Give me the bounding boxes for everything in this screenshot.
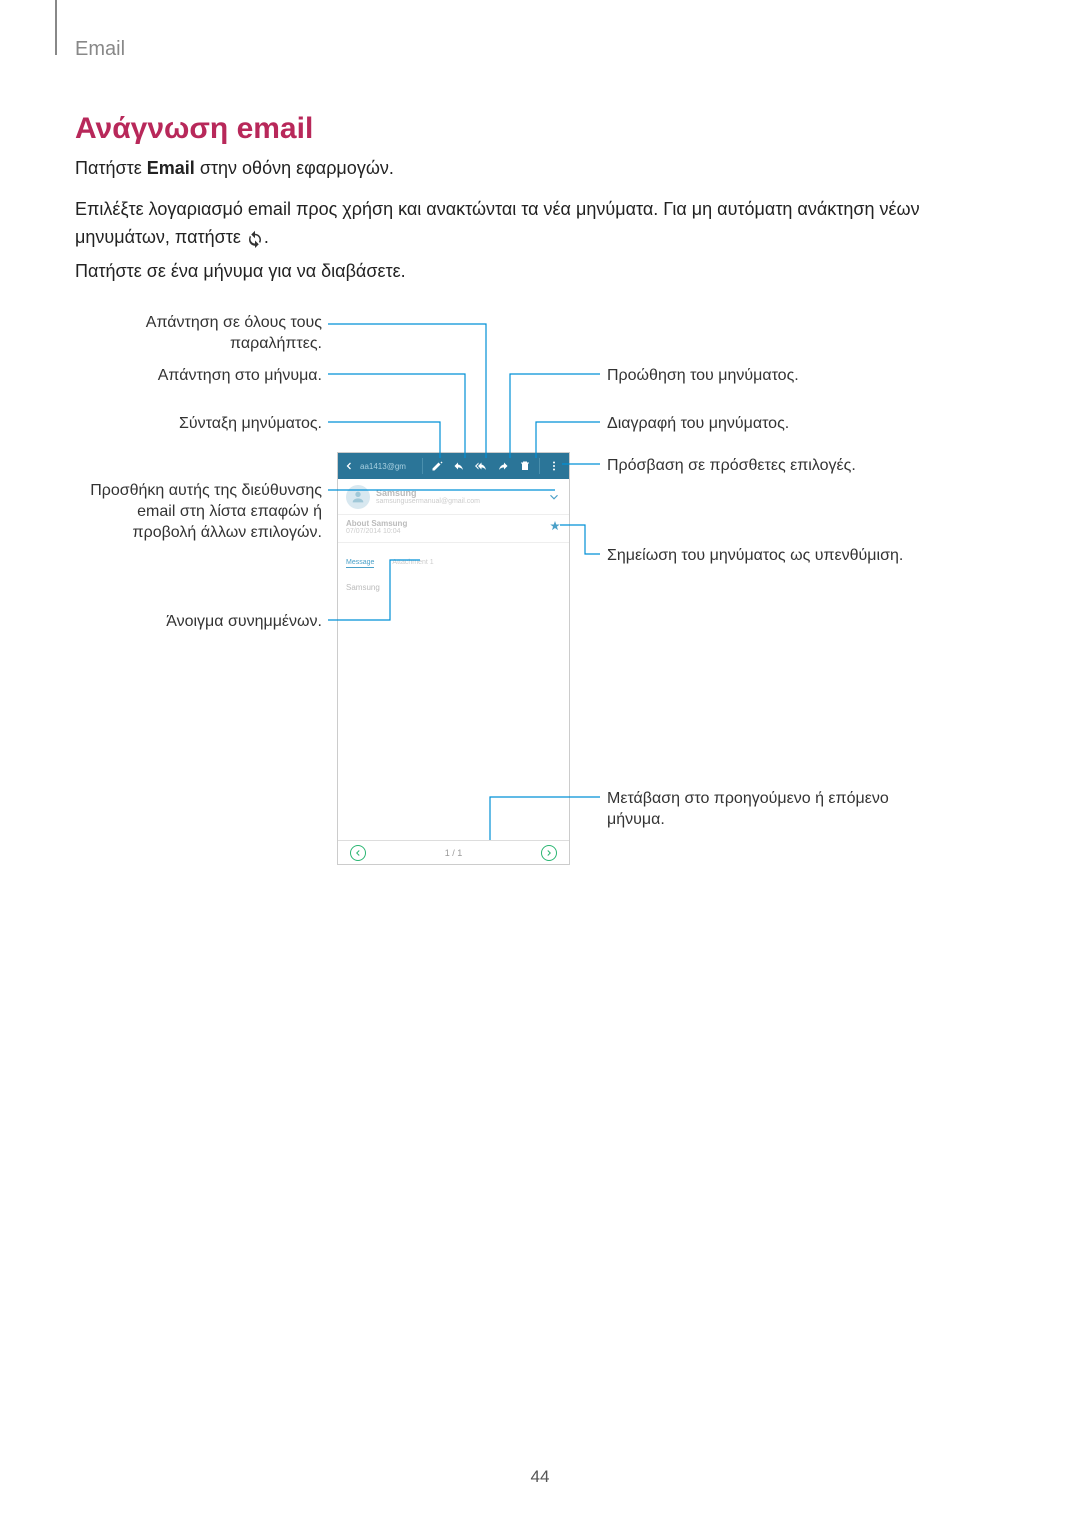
separator — [422, 458, 423, 474]
callout-reply-all: Απάντηση σε όλους τους παραλήπτες. — [75, 313, 322, 355]
avatar-icon[interactable] — [346, 485, 370, 509]
callout-delete: Διαγραφή του μηνύματος. — [607, 414, 937, 435]
sender-email: samsungusermanual@gmail.com — [376, 498, 547, 505]
forward-icon[interactable] — [495, 458, 511, 474]
tab-message[interactable]: Message — [346, 559, 374, 568]
separator — [539, 458, 540, 474]
message-tabs: Message Attachment 1 — [346, 559, 434, 568]
refresh-icon — [246, 229, 264, 247]
sender-name: Samsung — [376, 488, 547, 498]
section-title: Ανάγνωση email — [75, 112, 313, 146]
reply-all-icon[interactable] — [473, 458, 489, 474]
chevron-down-icon[interactable] — [547, 490, 561, 504]
p2-suffix: . — [264, 227, 269, 247]
message-body: Samsung — [346, 583, 380, 592]
subject-date: 07/07/2014 10:04 — [346, 528, 549, 535]
delete-icon[interactable] — [517, 458, 533, 474]
page-header: Email — [75, 38, 125, 61]
more-icon[interactable] — [546, 458, 562, 474]
nav-count: 1 / 1 — [445, 848, 463, 858]
p1-prefix: Πατήστε — [75, 158, 147, 178]
callout-prev-next: Μετάβαση στο προηγούμενο ή επόμενο μήνυμ… — [607, 789, 937, 831]
callout-more-options: Πρόσβαση σε πρόσθετες επιλογές. — [607, 456, 937, 477]
subject-row: About Samsung 07/07/2014 10:04 — [338, 515, 569, 543]
phone-topbar: aa1413@gm — [338, 453, 569, 479]
p2-line: Επιλέξτε λογαριασμό email προς χρήση και… — [75, 199, 920, 247]
paragraph-1: Πατήστε Email στην οθόνη εφαρμογών. — [75, 158, 394, 179]
p1-suffix: στην οθόνη εφαρμογών. — [195, 158, 394, 178]
callout-forward: Προώθηση του μηνύματος. — [607, 366, 937, 387]
reply-icon[interactable] — [451, 458, 467, 474]
back-icon[interactable] — [342, 459, 356, 473]
callout-open-attachments: Άνοιγμα συνημμένων. — [75, 612, 322, 633]
callout-flag: Σημείωση του μηνύματος ως υπενθύμιση. — [607, 546, 937, 567]
compose-icon[interactable] — [429, 458, 445, 474]
account-label: aa1413@gm — [360, 462, 419, 471]
page-number: 44 — [0, 1467, 1080, 1487]
subject-title: About Samsung — [346, 519, 549, 528]
paragraph-2: Επιλέξτε λογαριασμό email προς χρήση και… — [75, 196, 1005, 252]
next-arrow-icon[interactable] — [541, 845, 557, 861]
subject-text: About Samsung 07/07/2014 10:04 — [346, 519, 549, 535]
prev-arrow-icon[interactable] — [350, 845, 366, 861]
callout-add-contact: Προσθήκη αυτής της διεύθυνσης email στη … — [75, 481, 322, 543]
callout-reply: Απάντηση στο μήνυμα. — [75, 366, 322, 387]
nav-bar: 1 / 1 — [338, 840, 569, 864]
phone-mockup: aa1413@gm Samsung samsungusermanual@gmai… — [337, 452, 570, 865]
star-icon[interactable] — [549, 519, 561, 531]
callout-compose: Σύνταξη μηνύματος. — [75, 414, 322, 435]
p1-bold: Email — [147, 158, 195, 178]
tab-attachment[interactable]: Attachment 1 — [392, 559, 433, 568]
paragraph-3: Πατήστε σε ένα μήνυμα για να διαβάσετε. — [75, 261, 406, 282]
sender-text: Samsung samsungusermanual@gmail.com — [376, 488, 547, 505]
sender-row: Samsung samsungusermanual@gmail.com — [338, 479, 569, 515]
